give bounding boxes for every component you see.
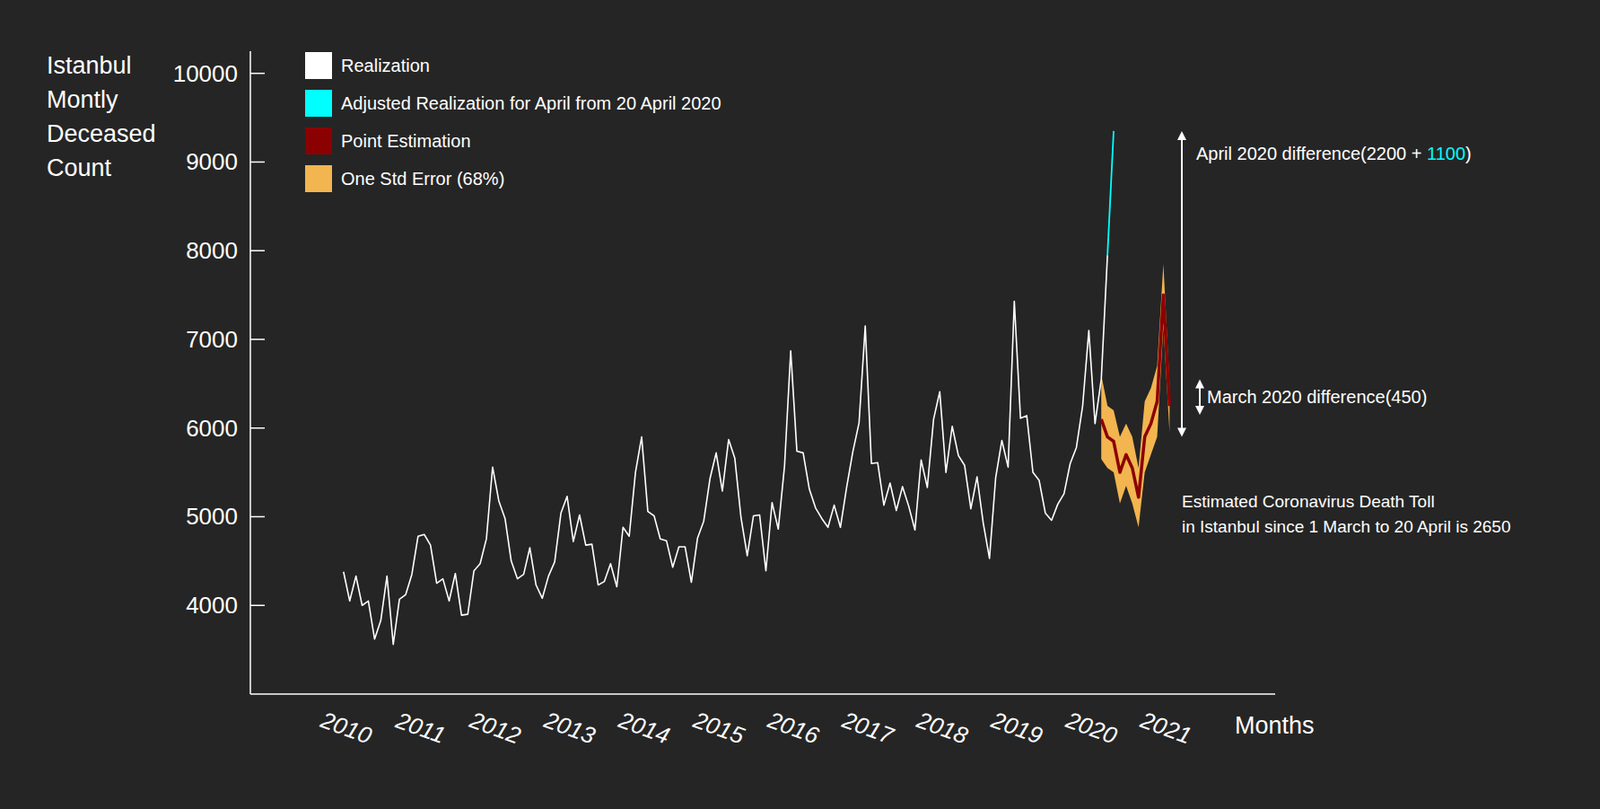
y-axis-label: Deceased <box>46 120 157 148</box>
x-tick-label: 2013 <box>540 705 600 749</box>
legend-swatch <box>305 165 333 193</box>
annotation: April 2020 difference(2200 + 1100) <box>1196 143 1472 164</box>
annotation-part: April 2020 difference(2200 + <box>1196 143 1427 164</box>
y-axis-label: Count <box>46 154 113 182</box>
background <box>0 0 1600 809</box>
annotation-part: 1100 <box>1426 143 1466 164</box>
y-axis-label: Montly <box>46 86 119 114</box>
x-tick-label: 2010 <box>316 705 376 749</box>
legend-swatch <box>305 52 333 79</box>
y-tick <box>250 427 265 429</box>
annotation-note: Estimated Coronavirus Death Toll <box>1181 491 1435 511</box>
error-band <box>1101 263 1170 527</box>
y-tick-label: 7000 <box>185 325 238 353</box>
legend-label: Realization <box>340 55 430 76</box>
annotation-note: in Istanbul since 1 March to 20 April is… <box>1181 516 1511 536</box>
annotation-part: March 2020 difference(450) <box>1206 386 1427 407</box>
y-tick-label: 10000 <box>173 60 238 88</box>
x-tick-label: 2012 <box>465 705 525 749</box>
legend-swatch <box>305 89 333 117</box>
arrow-head <box>1177 131 1187 140</box>
series-line <box>1107 131 1114 255</box>
y-tick-label: 6000 <box>185 414 238 442</box>
y-tick-label: 4000 <box>185 591 238 619</box>
x-axis <box>250 692 1276 695</box>
x-tick-label: 2014 <box>614 705 674 749</box>
annotation-part: ) <box>1465 143 1472 164</box>
x-tick-label: 2018 <box>912 705 972 749</box>
series-line <box>343 254 1108 645</box>
arrow-head <box>1195 378 1205 388</box>
y-tick <box>250 515 265 518</box>
y-tick-label: 5000 <box>185 502 238 530</box>
y-tick <box>250 249 265 252</box>
arrow-shaft <box>1180 132 1183 436</box>
x-tick-label: 2015 <box>689 705 749 749</box>
chart: 4000 5000 6000 7000 8000 9000 10000 2010 2011 201… <box>0 0 1600 809</box>
legend-label: One Std Error (68%) <box>340 168 505 189</box>
y-tick <box>250 161 265 164</box>
y-axis <box>249 51 252 694</box>
x-tick-label: 2017 <box>838 705 899 750</box>
x-axis-label: Months <box>1234 711 1315 739</box>
x-tick-label: 2016 <box>763 705 823 749</box>
y-tick <box>250 338 265 341</box>
plot-area <box>343 131 1170 645</box>
y-axis-label: Istanbul <box>46 52 132 79</box>
annotation: March 2020 difference(450) <box>1206 386 1427 407</box>
y-tick <box>250 603 265 606</box>
x-tick-label: 2020 <box>1061 705 1121 749</box>
arrow-head <box>1177 428 1187 438</box>
series-line <box>1101 295 1170 498</box>
y-tick-label: 9000 <box>185 148 238 175</box>
legend-label: Point Estimation <box>340 131 472 151</box>
x-tick-label: 2011 <box>392 706 450 750</box>
legend-label: Adjusted Realization for April from 20 A… <box>340 93 722 114</box>
legend-swatch <box>305 127 333 155</box>
arrow-head <box>1195 405 1205 415</box>
y-tick-label: 8000 <box>185 236 238 264</box>
x-tick-label: 2019 <box>987 705 1047 749</box>
difference-arrow <box>1177 131 1187 438</box>
y-tick <box>250 72 265 75</box>
difference-arrow <box>1195 378 1205 415</box>
x-tick-label: 2021 <box>1136 705 1196 749</box>
